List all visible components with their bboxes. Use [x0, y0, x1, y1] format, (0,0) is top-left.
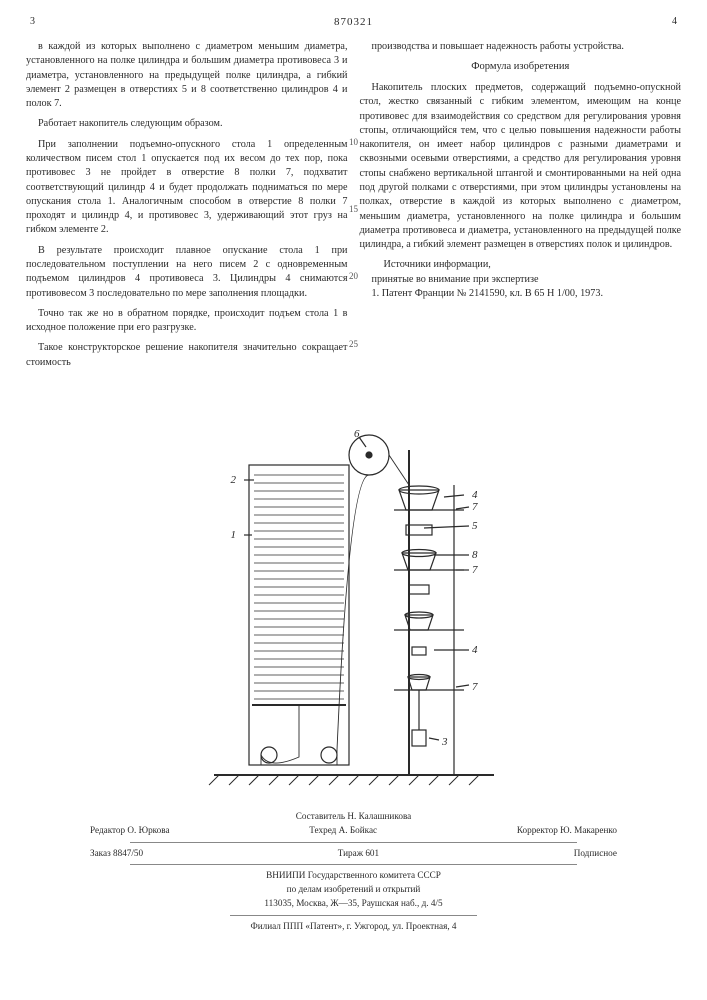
- colophon: Составитель Н. Калашникова Редактор О. Ю…: [60, 810, 647, 934]
- para: В результате происходит плавное опускани…: [26, 244, 348, 301]
- corrector: Корректор Ю. Макаренко: [517, 824, 617, 838]
- fig-label-7: 7: [472, 501, 478, 513]
- para: Такое конструкторское решение накопителя…: [26, 341, 348, 370]
- fig-label-8: 8: [472, 549, 478, 561]
- line-number: 15: [349, 205, 358, 214]
- left-column: в каждой из которых выполнено с диаметро…: [26, 40, 348, 376]
- para: производства и повышает надежность работ…: [360, 40, 682, 54]
- sources-sub: принятые во внимание при экспертизе: [360, 273, 682, 287]
- tirage: Тираж 601: [338, 847, 379, 861]
- fig-label-6: 6: [354, 428, 360, 440]
- para: Точно так же но в обратном порядке, прои…: [26, 307, 348, 336]
- sources-title: Источники информации,: [360, 258, 682, 272]
- fig-label-7c: 7: [472, 681, 478, 693]
- organization-line2: по делам изобретений и открытий: [60, 883, 647, 897]
- fig-label-4b: 4: [472, 644, 478, 656]
- compiler: Составитель Н. Калашникова: [60, 810, 647, 824]
- divider-short: [230, 915, 477, 916]
- para: Работает накопитель следующим образом.: [26, 117, 348, 131]
- page-number-right: 4: [672, 16, 677, 27]
- organization-line1: ВНИИПИ Государственного комитета СССР: [60, 869, 647, 883]
- line-number: 20: [349, 272, 358, 281]
- para: Накопитель плоских предметов, содержащий…: [360, 81, 682, 252]
- formula-title: Формула изобретения: [360, 60, 682, 75]
- document-number: 870321: [0, 16, 707, 28]
- address-line1: 113035, Москва, Ж—35, Раушская наб., д. …: [60, 897, 647, 911]
- divider: [130, 842, 577, 843]
- fig-label-7b: 7: [472, 564, 478, 576]
- line-number: 10: [349, 138, 358, 147]
- techred: Техред А. Бойкас: [309, 824, 377, 838]
- line-number: 25: [349, 340, 358, 349]
- text-columns: в каждой из которых выполнено с диаметро…: [26, 40, 681, 376]
- signed: Подписное: [574, 847, 617, 861]
- fig-label-4: 4: [472, 489, 478, 501]
- print-row: Заказ 8847/50 Тираж 601 Подписное: [60, 847, 647, 861]
- address-line2: Филиал ППП «Патент», г. Ужгород, ул. Про…: [60, 920, 647, 934]
- para: При заполнении подъемно-опускного стола …: [26, 138, 348, 238]
- editor: Редактор О. Юркова: [90, 824, 170, 838]
- source-item: 1. Патент Франции № 2141590, кл. В 65 Н …: [360, 287, 682, 301]
- right-column: производства и повышает надежность работ…: [360, 40, 682, 376]
- fig-label-2: 2: [230, 474, 236, 486]
- fig-label-3: 3: [441, 736, 448, 748]
- fig-label-5: 5: [472, 520, 478, 532]
- credit-row: Редактор О. Юркова Техред А. Бойкас Корр…: [60, 824, 647, 838]
- order-number: Заказ 8847/50: [90, 847, 143, 861]
- fig-label-1: 1: [230, 529, 236, 541]
- divider: [130, 864, 577, 865]
- para: в каждой из которых выполнено с диаметро…: [26, 40, 348, 111]
- patent-diagram: 1 2 6 4 7 5 8 7 4 7 3: [194, 425, 514, 795]
- figure: 1 2 6 4 7 5 8 7 4 7 3: [0, 420, 707, 800]
